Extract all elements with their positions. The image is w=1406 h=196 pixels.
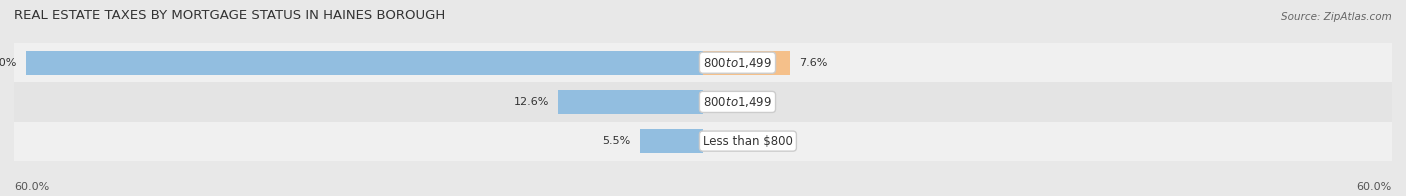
Text: Less than $800: Less than $800 xyxy=(703,135,793,148)
Text: 5.5%: 5.5% xyxy=(602,136,631,146)
Text: 59.0%: 59.0% xyxy=(0,58,17,68)
Text: REAL ESTATE TAXES BY MORTGAGE STATUS IN HAINES BOROUGH: REAL ESTATE TAXES BY MORTGAGE STATUS IN … xyxy=(14,9,446,22)
Bar xyxy=(640,129,703,153)
Bar xyxy=(14,43,1392,82)
Bar xyxy=(558,90,703,114)
Bar xyxy=(14,122,1392,161)
Text: 12.6%: 12.6% xyxy=(513,97,550,107)
Text: Source: ZipAtlas.com: Source: ZipAtlas.com xyxy=(1281,12,1392,22)
Text: 60.0%: 60.0% xyxy=(1357,182,1392,192)
Text: 7.6%: 7.6% xyxy=(800,58,828,68)
Text: 0.0%: 0.0% xyxy=(713,136,741,146)
Text: 60.0%: 60.0% xyxy=(14,182,49,192)
Bar xyxy=(703,51,790,75)
Text: 0.0%: 0.0% xyxy=(713,97,741,107)
Text: $800 to $1,499: $800 to $1,499 xyxy=(703,95,772,109)
Bar xyxy=(25,51,703,75)
Text: $800 to $1,499: $800 to $1,499 xyxy=(703,56,772,70)
Bar xyxy=(14,82,1392,122)
